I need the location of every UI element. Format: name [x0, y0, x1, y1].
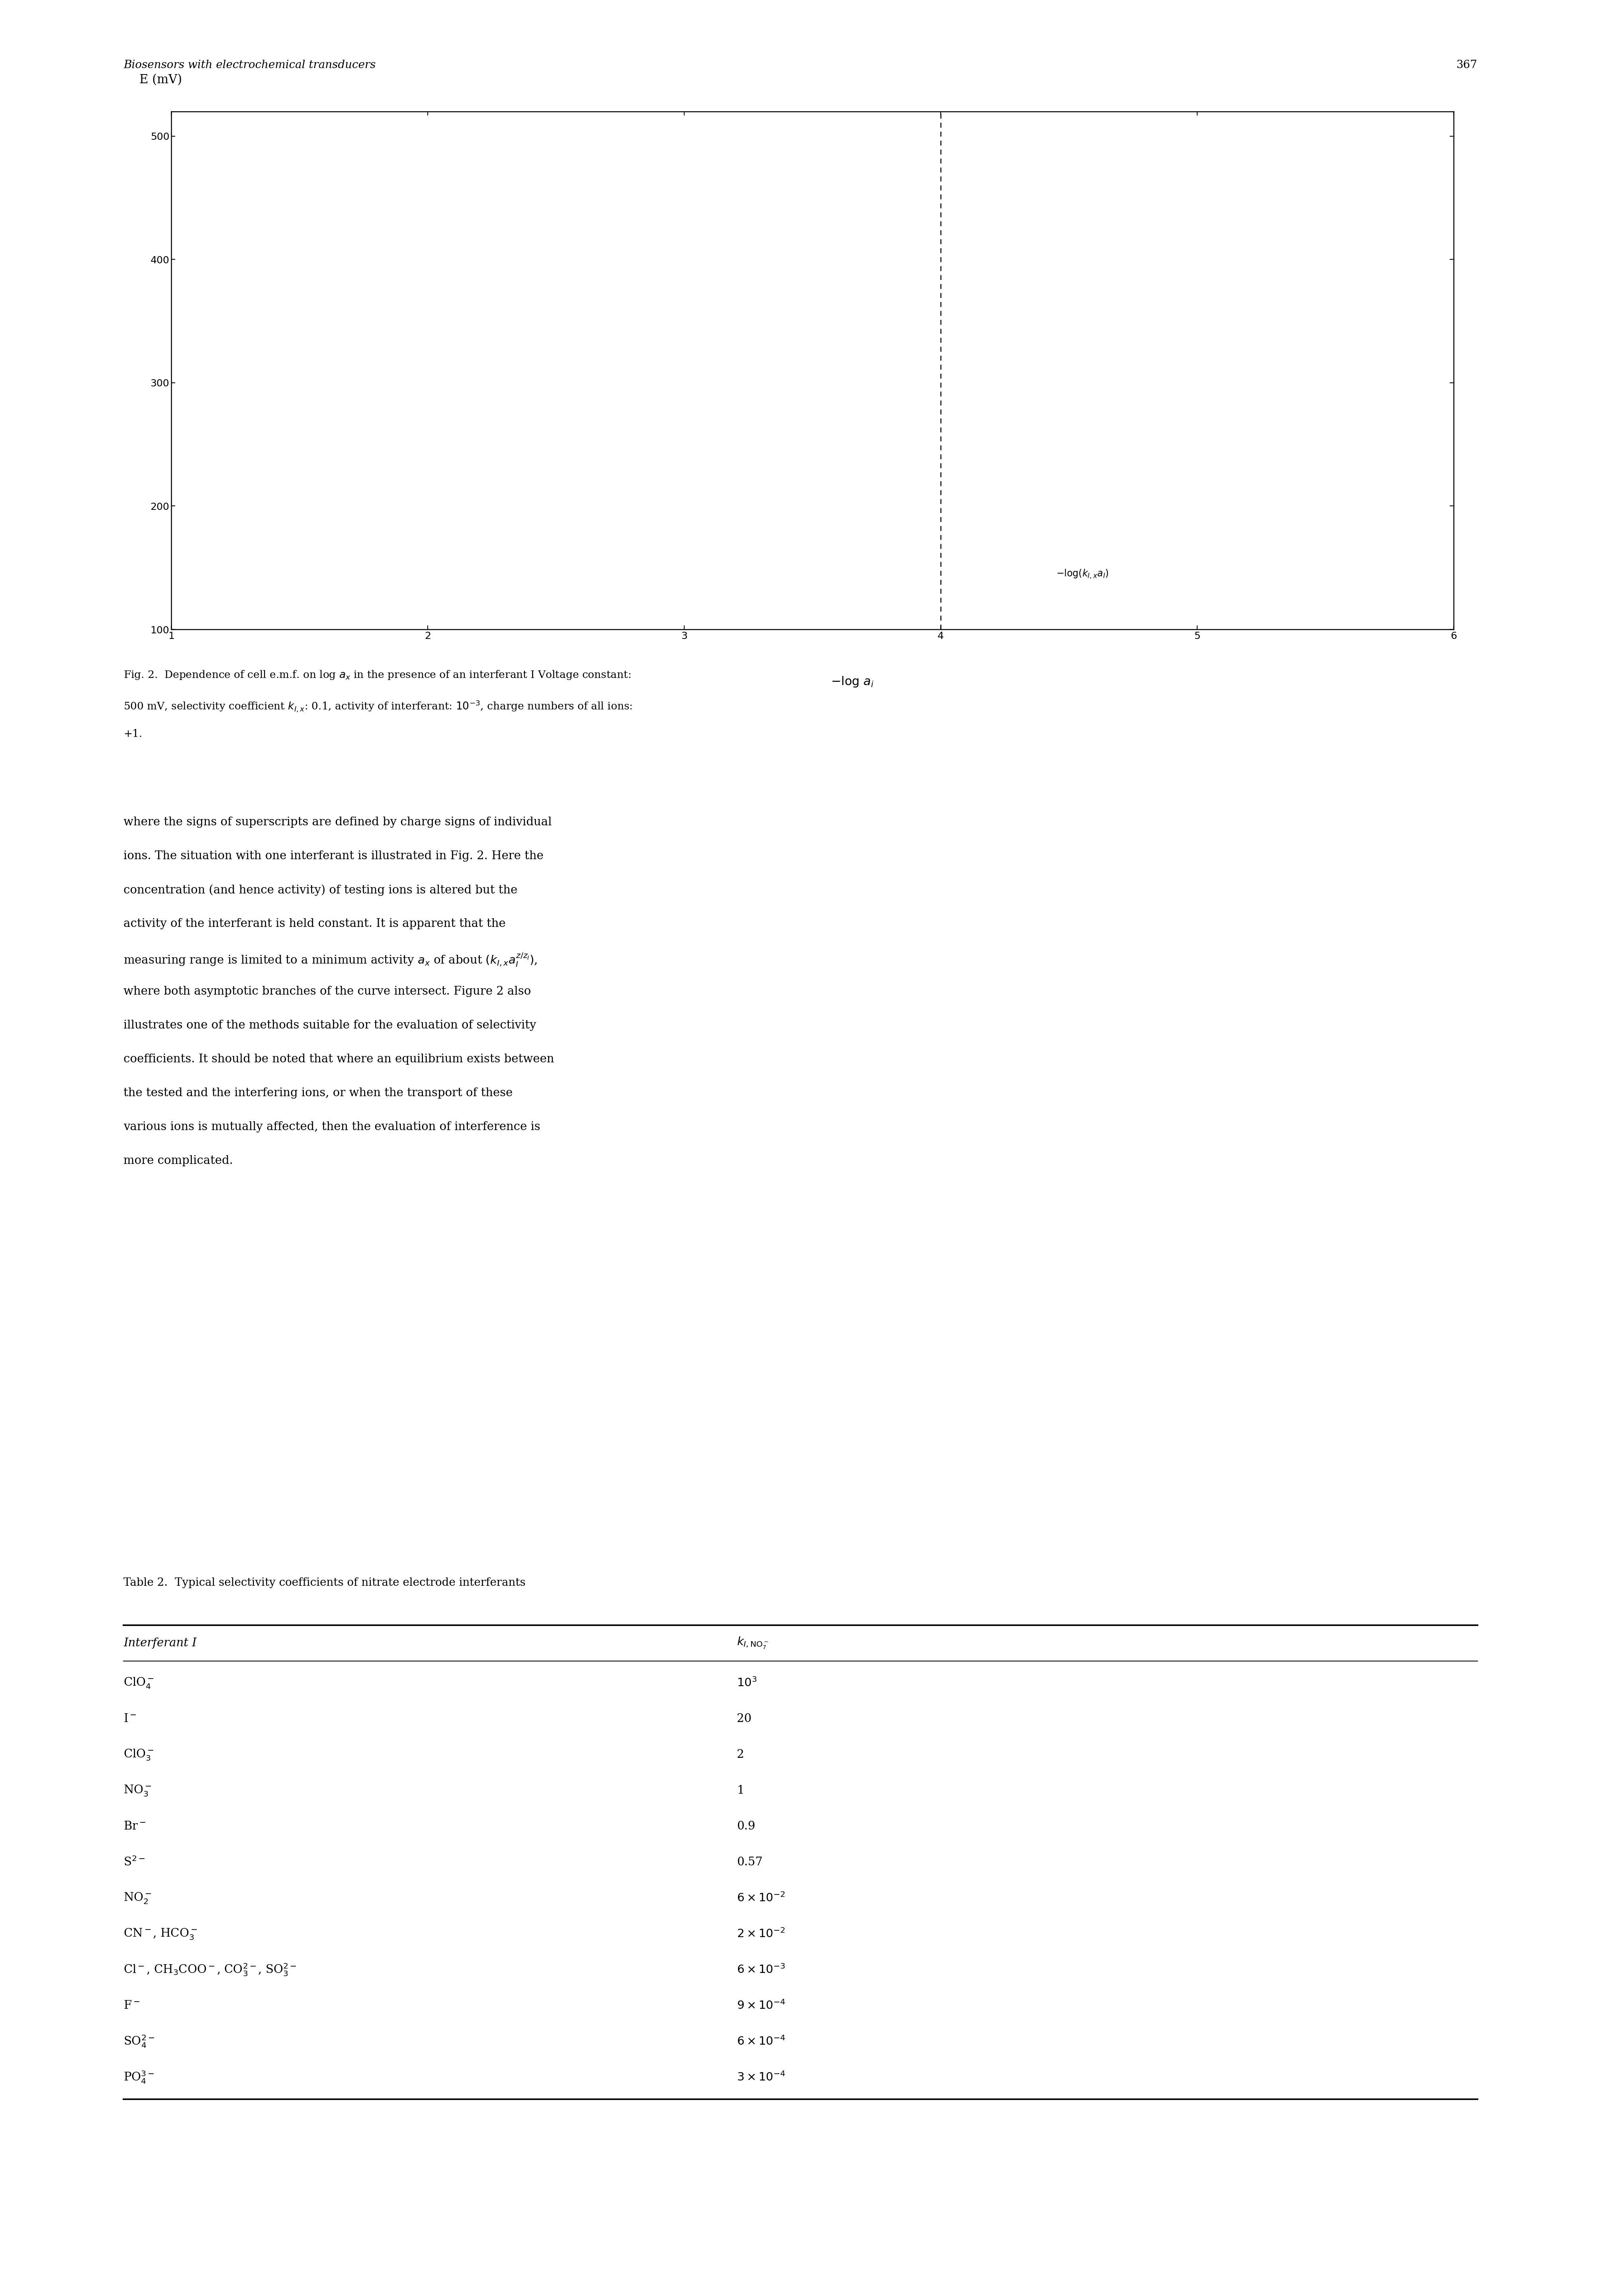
Text: $6 \times 10^{-3}$: $6 \times 10^{-3}$	[736, 1963, 786, 1977]
Text: $10^3$: $10^3$	[736, 1676, 757, 1690]
Text: 367: 367	[1457, 60, 1478, 71]
Text: ions. The situation with one interferant is illustrated in Fig. 2. Here the: ions. The situation with one interferant…	[123, 850, 543, 861]
Text: concentration (and hence activity) of testing ions is altered but the: concentration (and hence activity) of te…	[123, 884, 517, 895]
Text: where both asymptotic branches of the curve intersect. Figure 2 also: where both asymptotic branches of the cu…	[123, 985, 532, 996]
Text: $3 \times 10^{-4}$: $3 \times 10^{-4}$	[736, 2071, 786, 2082]
Text: ClO$_4^-$: ClO$_4^-$	[123, 1676, 154, 1690]
Text: SO$_4^{2-}$: SO$_4^{2-}$	[123, 2034, 154, 2048]
Text: 2: 2	[736, 1750, 744, 1761]
Text: illustrates one of the methods suitable for the evaluation of selectivity: illustrates one of the methods suitable …	[123, 1019, 536, 1031]
Text: I$^-$: I$^-$	[123, 1713, 136, 1724]
Text: 1: 1	[736, 1784, 744, 1795]
Text: ClO$_3^-$: ClO$_3^-$	[123, 1747, 154, 1761]
Text: +1.: +1.	[123, 728, 142, 739]
Text: Cl$^-$, CH$_3$COO$^-$, CO$_3^{2-}$, SO$_3^{2-}$: Cl$^-$, CH$_3$COO$^-$, CO$_3^{2-}$, SO$_…	[123, 1963, 296, 1977]
Text: more complicated.: more complicated.	[123, 1155, 234, 1166]
Text: Interferant I: Interferant I	[123, 1637, 197, 1649]
Text: Fig. 2.  Dependence of cell e.m.f. on log $a_x$ in the presence of an interferan: Fig. 2. Dependence of cell e.m.f. on log…	[123, 668, 631, 680]
Text: $6 \times 10^{-2}$: $6 \times 10^{-2}$	[736, 1892, 784, 1903]
Text: 0.57: 0.57	[736, 1857, 762, 1867]
Text: $-\log(k_{I,x}a_I)$: $-\log(k_{I,x}a_I)$	[1057, 569, 1108, 581]
Text: Br$^-$: Br$^-$	[123, 1821, 146, 1832]
Text: S$^{2-}$: S$^{2-}$	[123, 1855, 146, 1869]
Text: $6 \times 10^{-4}$: $6 \times 10^{-4}$	[736, 2037, 786, 2048]
Text: 500 mV, selectivity coefficient $k_{I,x}$: 0.1, activity of interferant: $10^{-3: 500 mV, selectivity coefficient $k_{I,x}…	[123, 698, 632, 714]
Text: the tested and the interfering ions, or when the transport of these: the tested and the interfering ions, or …	[123, 1088, 512, 1097]
Text: 0.9: 0.9	[736, 1821, 756, 1832]
Text: activity of the interferant is held constant. It is apparent that the: activity of the interferant is held cons…	[123, 918, 506, 930]
Text: Table 2.  Typical selectivity coefficients of nitrate electrode interferants: Table 2. Typical selectivity coefficient…	[123, 1577, 525, 1589]
Text: measuring range is limited to a minimum activity $a_x$ of about $(k_{I,x}a_I^{z/: measuring range is limited to a minimum …	[123, 953, 538, 969]
Text: $k_{I,\mathrm{NO_7^-}}$: $k_{I,\mathrm{NO_7^-}}$	[736, 1635, 768, 1651]
Text: F$^-$: F$^-$	[123, 2000, 139, 2011]
Text: $2 \times 10^{-2}$: $2 \times 10^{-2}$	[736, 1929, 784, 1940]
Text: $9 \times 10^{-4}$: $9 \times 10^{-4}$	[736, 2000, 786, 2011]
Text: 20: 20	[736, 1713, 751, 1724]
Text: PO$_4^{3-}$: PO$_4^{3-}$	[123, 2069, 154, 2085]
Text: where the signs of superscripts are defined by charge signs of individual: where the signs of superscripts are defi…	[123, 817, 552, 829]
Text: coefficients. It should be noted that where an equilibrium exists between: coefficients. It should be noted that wh…	[123, 1054, 554, 1065]
Text: NO$_2^-$: NO$_2^-$	[123, 1892, 152, 1906]
Text: various ions is mutually affected, then the evaluation of interference is: various ions is mutually affected, then …	[123, 1120, 540, 1132]
Text: NO$_3^-$: NO$_3^-$	[123, 1784, 152, 1798]
Text: E (mV): E (mV)	[139, 73, 183, 85]
Text: CN$^-$, HCO$_3^-$: CN$^-$, HCO$_3^-$	[123, 1926, 197, 1940]
Text: $-\log\,a_i$: $-\log\,a_i$	[831, 675, 874, 689]
Text: Biosensors with electrochemical transducers: Biosensors with electrochemical transduc…	[123, 60, 376, 71]
